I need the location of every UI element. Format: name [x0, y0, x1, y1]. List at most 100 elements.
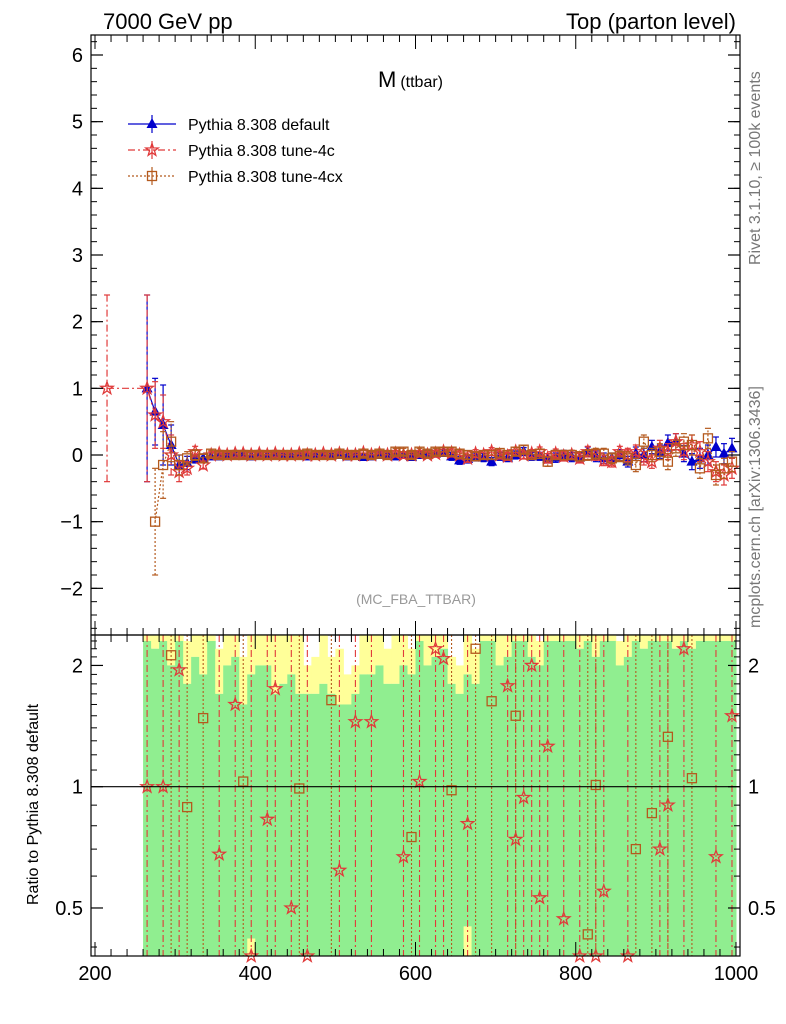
data-point — [238, 449, 249, 461]
x-tick-label: 400 — [239, 963, 272, 985]
data-point — [558, 449, 569, 461]
ratio-point — [446, 785, 457, 796]
main-ticks: −2 −1 0 1 2 3 4 5 6 — [60, 35, 740, 635]
legend-label: Pythia 8.308 default — [188, 117, 330, 134]
ratio-point — [662, 731, 674, 742]
main-data-marks — [98, 294, 741, 576]
data-point — [638, 436, 650, 447]
band-outer — [375, 635, 384, 666]
ratio-y-tick-label-right: 2 — [748, 655, 759, 677]
ratio-ylabel: Ratio to Pythia 8.308 default — [25, 703, 42, 905]
data-point — [534, 448, 545, 459]
ratio-point — [499, 677, 516, 693]
data-point — [302, 448, 313, 459]
data-point — [155, 413, 172, 429]
data-point — [659, 443, 676, 459]
data-point — [707, 463, 724, 479]
band-outer — [607, 635, 617, 641]
data-point — [446, 446, 457, 457]
data-point — [390, 446, 401, 457]
data-point — [702, 433, 714, 444]
band-inner — [455, 693, 465, 956]
main-panel: −2 −1 0 1 2 3 4 5 6 M (ttbar) (MC_FBA_TTBAR) Pyth… — [60, 34, 741, 636]
band-outer — [255, 635, 264, 666]
data-point — [414, 446, 425, 457]
data-point — [254, 449, 265, 461]
ratio-point — [619, 947, 636, 963]
data-point — [454, 448, 465, 459]
ratio-point — [486, 696, 497, 707]
band-inner — [703, 640, 713, 956]
band-outer — [447, 656, 457, 684]
band-inner — [151, 648, 160, 956]
band-inner — [191, 656, 200, 956]
ratio-point — [299, 947, 316, 963]
y-tick-label: 1 — [72, 378, 83, 400]
rivet-label: Rivet 3.1.10, ≥ 100k events — [747, 71, 764, 265]
x-tick-label: 600 — [399, 963, 432, 985]
data-point — [222, 449, 233, 461]
data-point — [686, 455, 698, 466]
data-point — [486, 455, 498, 466]
data-point — [374, 448, 385, 459]
band-outer — [567, 635, 577, 641]
band-inner — [423, 665, 433, 956]
ratio-point — [435, 650, 452, 666]
header-right: Top (parton level) — [566, 9, 736, 34]
ratio-y-tick-label-right: 1 — [748, 777, 759, 799]
data-point — [518, 444, 529, 455]
band-outer — [151, 635, 160, 649]
data-point — [165, 436, 177, 447]
ratio-y-tick-label: 0.5 — [55, 898, 83, 920]
data-point — [606, 453, 617, 464]
data-point — [98, 379, 116, 396]
band-inner — [143, 640, 152, 956]
band-outer — [695, 635, 705, 641]
legend: Pythia 8.308 default Pythia 8.308 tune-4c… — [128, 115, 343, 186]
ratio-point — [523, 656, 540, 673]
data-point — [157, 459, 169, 471]
band-inner — [607, 640, 617, 956]
legend-label: Pythia 8.308 tune-4cx — [188, 169, 343, 186]
ratio-point — [675, 640, 692, 656]
band-outer — [407, 648, 416, 675]
data-point — [462, 449, 473, 461]
band-outer — [207, 635, 216, 641]
x-tick-label: 1000 — [714, 963, 759, 985]
data-point — [502, 449, 513, 461]
band-inner — [711, 640, 721, 956]
data-point — [206, 448, 217, 459]
band-outer — [423, 635, 433, 666]
band-outer — [359, 635, 368, 675]
ratio-point — [630, 843, 641, 855]
data-point — [566, 449, 577, 461]
band-inner — [239, 704, 248, 956]
band-outer — [383, 648, 392, 684]
band-inner — [679, 640, 689, 956]
band-outer — [455, 665, 465, 694]
y-tick-label: 3 — [72, 245, 83, 267]
ratio-point — [459, 815, 476, 831]
ratio-point — [294, 783, 305, 794]
mcplots-label: mcplots.cern.ch [arXiv:1306.3436] — [747, 386, 764, 628]
band-outer — [487, 635, 497, 641]
ratio-y-tick-label: 2 — [72, 655, 83, 677]
plot-title-main: M — [378, 67, 396, 92]
ratio-point — [595, 882, 612, 899]
data-point — [382, 449, 393, 461]
ratio-point — [510, 710, 521, 721]
ratio-point — [243, 947, 260, 963]
band-inner — [215, 693, 224, 956]
data-point — [614, 451, 625, 462]
data-point — [526, 449, 537, 461]
data-point — [486, 449, 497, 461]
y-tick-label: 5 — [72, 112, 83, 134]
ratio-ticks: 0.5 0.5 1 1 2 2 200 400 600 800 1000 — [55, 635, 776, 985]
ratio-point — [326, 695, 337, 706]
band-inner — [359, 674, 368, 956]
legend-marker — [143, 141, 161, 157]
data-point — [270, 449, 281, 461]
legend-marker — [146, 170, 158, 182]
band-outer — [391, 635, 400, 684]
data-point — [139, 379, 156, 396]
